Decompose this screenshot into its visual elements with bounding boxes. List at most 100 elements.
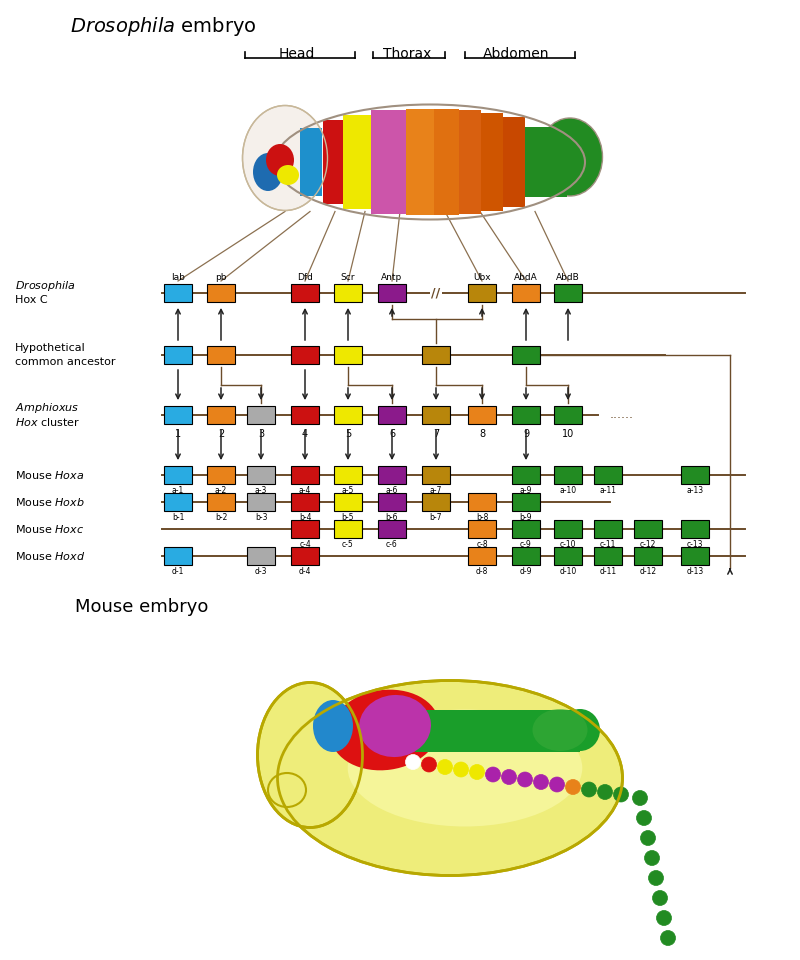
Bar [247, 406, 275, 424]
Bar [468, 493, 496, 511]
Text: b-5: b-5 [342, 513, 354, 522]
Bar [512, 520, 540, 538]
Text: Head: Head [279, 47, 315, 61]
Bar [468, 547, 496, 565]
Bar [207, 493, 235, 511]
Text: Scr: Scr [341, 273, 355, 282]
Bar [247, 547, 275, 565]
Bar [481, 113, 503, 211]
Circle shape [486, 767, 501, 782]
Text: d-3: d-3 [254, 567, 267, 576]
Bar [378, 520, 406, 538]
Text: c-10: c-10 [560, 540, 576, 549]
Text: 7: 7 [433, 429, 439, 439]
Bar [164, 406, 192, 424]
Text: a-9: a-9 [520, 486, 532, 495]
Ellipse shape [348, 709, 582, 827]
Text: b-7: b-7 [430, 513, 442, 522]
Text: AbdB: AbdB [556, 273, 580, 282]
Text: 10: 10 [562, 429, 574, 439]
Text: a-6: a-6 [386, 486, 398, 495]
Circle shape [653, 891, 667, 905]
Bar [334, 406, 362, 424]
Bar [594, 466, 622, 484]
Text: a-7: a-7 [430, 486, 442, 495]
Bar [291, 493, 319, 511]
Bar [378, 466, 406, 484]
Text: $\it{Hox}$ cluster: $\it{Hox}$ cluster [15, 416, 80, 428]
Bar [459, 110, 481, 214]
Text: Mouse $\it{Hoxa}$: Mouse $\it{Hoxa}$ [15, 469, 85, 481]
Text: Dfd: Dfd [297, 273, 313, 282]
Bar [207, 346, 235, 364]
Text: Mouse $\it{Hoxc}$: Mouse $\it{Hoxc}$ [15, 523, 84, 535]
Text: b-4: b-4 [298, 513, 311, 522]
Text: a-10: a-10 [559, 486, 577, 495]
Circle shape [454, 762, 469, 777]
Bar [681, 466, 709, 484]
Circle shape [406, 755, 421, 770]
Ellipse shape [538, 118, 602, 196]
Text: b-2: b-2 [215, 513, 227, 522]
Text: a-2: a-2 [215, 486, 227, 495]
Ellipse shape [253, 153, 283, 191]
Text: a-3: a-3 [255, 486, 267, 495]
Bar [512, 466, 540, 484]
Bar [554, 284, 582, 302]
Bar [415, 710, 580, 752]
Circle shape [582, 782, 597, 797]
Bar [503, 117, 525, 207]
Text: d-11: d-11 [599, 567, 617, 576]
Bar [378, 406, 406, 424]
Text: c-4: c-4 [299, 540, 311, 549]
Circle shape [470, 764, 485, 780]
Text: c-12: c-12 [640, 540, 656, 549]
Bar [291, 284, 319, 302]
Circle shape [422, 757, 437, 772]
Bar [468, 406, 496, 424]
Text: 6: 6 [389, 429, 395, 439]
Circle shape [637, 810, 651, 826]
Bar [681, 520, 709, 538]
Text: d-13: d-13 [686, 567, 704, 576]
Text: b-8: b-8 [476, 513, 488, 522]
Bar [512, 406, 540, 424]
Bar [468, 520, 496, 538]
Text: 8: 8 [479, 429, 485, 439]
Text: AbdA: AbdA [514, 273, 538, 282]
Text: 1: 1 [175, 429, 181, 439]
Text: c-13: c-13 [686, 540, 703, 549]
Bar [512, 284, 540, 302]
Bar [512, 346, 540, 364]
Bar [334, 284, 362, 302]
Circle shape [518, 772, 533, 787]
Bar [164, 284, 192, 302]
Bar [378, 284, 406, 302]
Text: $\it{Amphioxus}$: $\it{Amphioxus}$ [15, 401, 79, 415]
Text: //: // [431, 286, 441, 300]
Circle shape [566, 780, 581, 795]
Bar [681, 547, 709, 565]
Bar [291, 406, 319, 424]
Ellipse shape [533, 709, 587, 751]
Ellipse shape [560, 709, 600, 751]
Text: a-4: a-4 [299, 486, 311, 495]
Bar [334, 520, 362, 538]
Text: d-1: d-1 [172, 567, 184, 576]
Text: lab: lab [171, 273, 185, 282]
Bar [554, 520, 582, 538]
Text: 4: 4 [302, 429, 308, 439]
Text: a-11: a-11 [599, 486, 617, 495]
Bar [422, 346, 450, 364]
Bar [207, 466, 235, 484]
Text: Ubx: Ubx [473, 273, 491, 282]
Bar [164, 493, 192, 511]
Bar [512, 493, 540, 511]
Bar [300, 128, 322, 196]
Bar [207, 406, 235, 424]
Bar [247, 493, 275, 511]
Bar [594, 547, 622, 565]
Bar [634, 520, 662, 538]
Text: a-13: a-13 [686, 486, 703, 495]
Bar [554, 406, 582, 424]
